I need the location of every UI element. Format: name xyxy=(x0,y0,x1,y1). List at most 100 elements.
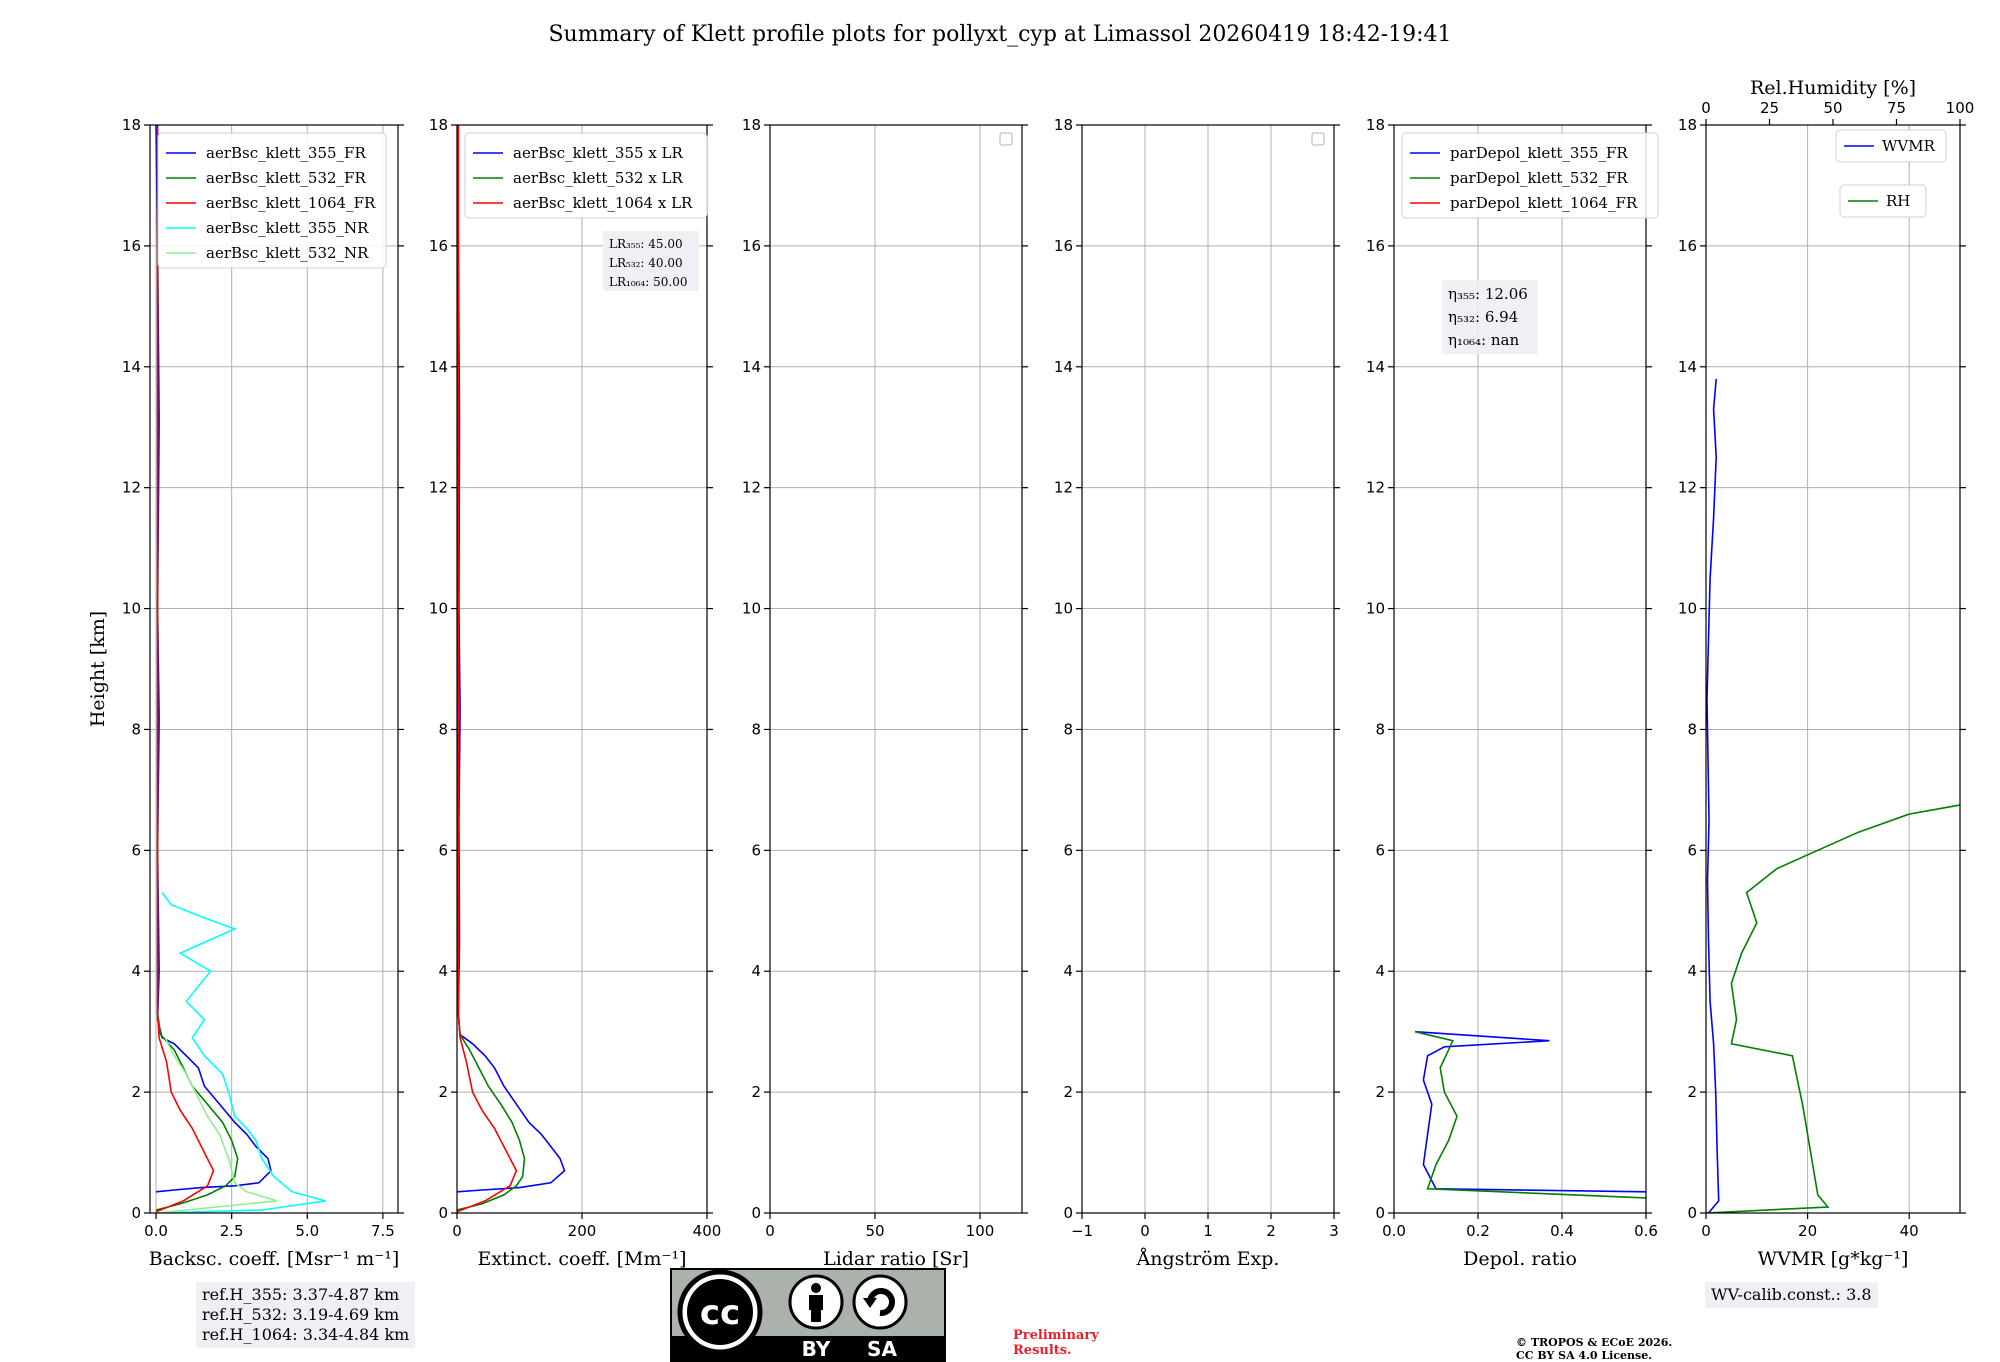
y-tick-label: 4 xyxy=(131,962,141,980)
y-tick-label: 14 xyxy=(742,358,761,376)
x-tick-label: 2.5 xyxy=(220,1222,244,1240)
series-line-aerBsc_klett_532_NR xyxy=(155,1037,278,1213)
axes-frame xyxy=(1705,124,1961,1214)
y-tick-label: 18 xyxy=(1366,116,1385,134)
y-tick-label: 10 xyxy=(1366,600,1385,618)
x-tick-label: −1 xyxy=(1071,1222,1093,1240)
y-tick-label: 8 xyxy=(1063,720,1073,738)
y-tick-label: 0 xyxy=(1063,1204,1073,1222)
y-tick-label: 2 xyxy=(751,1083,761,1101)
legend-entry: WVMR xyxy=(1882,137,1936,155)
empty-legend-box xyxy=(1311,132,1325,146)
series-line-WVMR xyxy=(1706,378,1720,1213)
top-x-tick-label: 75 xyxy=(1887,99,1906,117)
y-tick-label: 18 xyxy=(429,116,448,134)
legend-box xyxy=(157,132,387,269)
series-group xyxy=(155,125,326,1213)
legend: aerBsc_klett_355_FR aerBsc_klett_532_FRae… xyxy=(157,132,387,269)
copyright-line-1: © TROPOS & ECoE 2026. xyxy=(1516,1336,1673,1349)
series-line-aerBsc_klett_355_FR xyxy=(155,125,272,1193)
eta-annotation: η₅₃₂: 6.94 xyxy=(1448,308,1518,326)
y-tick-label: 8 xyxy=(131,720,141,738)
x-tick-label: 0 xyxy=(1140,1222,1150,1240)
legend: WVMR RH xyxy=(1835,129,1947,218)
y-tick-label: 10 xyxy=(122,600,141,618)
y-tick-label: 6 xyxy=(1375,841,1385,859)
preliminary-note: Preliminary Results. xyxy=(1013,1328,1099,1358)
y-tick-label: 8 xyxy=(751,720,761,738)
y-tick-label: 12 xyxy=(122,479,141,497)
ref-heights-box: ref.H_355: 3.37-4.87 km ref.H_532: 3.19-… xyxy=(196,1282,416,1348)
x-tick-label: 1 xyxy=(1203,1222,1213,1240)
lr-annotation: LR₃₅₅: 45.00 xyxy=(609,237,683,251)
eta-annotation-box xyxy=(1442,280,1538,354)
lr-annotation-box xyxy=(603,231,699,291)
y-tick-label: 2 xyxy=(1687,1083,1697,1101)
axes-frame xyxy=(149,124,399,1214)
copyright-line-2: CC BY SA 4.0 License. xyxy=(1516,1349,1653,1362)
figure-title: Summary of Klett profile plots for polly… xyxy=(548,22,1452,47)
y-tick-label: 6 xyxy=(751,841,761,859)
y-tick-label: 6 xyxy=(1687,841,1697,859)
lr-annotation: LR₁₀₆₄: 50.00 xyxy=(609,275,687,289)
y-tick-label: 0 xyxy=(751,1204,761,1222)
legend-entry: parDepol_klett_532_FR xyxy=(1450,169,1628,187)
x-tick-label: 20 xyxy=(1798,1222,1817,1240)
y-tick-label: 18 xyxy=(1054,116,1073,134)
ref-height-1064: ref.H_1064: 3.34-4.84 km xyxy=(202,1325,410,1344)
series-line-aerBsc_klett_1064 x LR xyxy=(457,125,518,1213)
y-tick-label: 14 xyxy=(1678,358,1697,376)
x-tick-label: 5.0 xyxy=(295,1222,319,1240)
legend: parDepol_klett_355_FR parDepol_klett_532_… xyxy=(1401,132,1659,219)
preliminary-line-2: Results. xyxy=(1013,1343,1072,1358)
eta-annotation: η₁₀₆₄: nan xyxy=(1448,331,1519,349)
lr-annotation: LR₅₃₂: 40.00 xyxy=(609,256,683,270)
axes-frame xyxy=(1393,124,1647,1214)
y-tick-label: 16 xyxy=(1054,237,1073,255)
eta-annotation: η₃₅₅: 12.06 xyxy=(1448,285,1528,303)
ref-height-532: ref.H_532: 3.19-4.69 km xyxy=(202,1305,400,1324)
y-tick-label: 12 xyxy=(1366,479,1385,497)
legend-entry: aerBsc_klett_1064 x LR xyxy=(513,194,693,212)
y-tick-label: 16 xyxy=(742,237,761,255)
y-tick-label: 4 xyxy=(438,962,448,980)
y-tick-label: 12 xyxy=(429,479,448,497)
x-tick-label: 0 xyxy=(1701,1222,1711,1240)
y-tick-label: 4 xyxy=(1687,962,1697,980)
x-tick-label: 200 xyxy=(568,1222,597,1240)
top-x-tick-label: 100 xyxy=(1946,99,1975,117)
y-tick-label: 14 xyxy=(1366,358,1385,376)
wv-calib-box: WV-calib.const.: 3.8 xyxy=(1705,1282,1878,1308)
y-tick-label: 18 xyxy=(122,116,141,134)
legend-entry: aerBsc_klett_532 x LR xyxy=(513,169,684,187)
y-tick-label: 2 xyxy=(438,1083,448,1101)
y-tick-label: 16 xyxy=(429,237,448,255)
y-tick-label: 0 xyxy=(438,1204,448,1222)
series-line-RH xyxy=(1706,804,1960,1213)
x-tick-label: 0.2 xyxy=(1466,1222,1490,1240)
legend-box-wvmr xyxy=(1835,129,1947,163)
series-line-parDepol_klett_355_FR xyxy=(1414,1030,1646,1193)
legend-entry: RH xyxy=(1886,192,1910,210)
y-tick-label: 8 xyxy=(438,720,448,738)
y-tick-label: 8 xyxy=(1687,720,1697,738)
series-group xyxy=(457,125,566,1213)
y-tick-label: 14 xyxy=(122,358,141,376)
y-tick-label: 18 xyxy=(1678,116,1697,134)
x-axis-label: Backsc. coeff. [Msr⁻¹ m⁻¹] xyxy=(149,1248,400,1270)
series-group xyxy=(1706,378,1960,1213)
series-line-aerBsc_klett_1064_FR xyxy=(155,125,215,1213)
copyright-note: © TROPOS & ECoE 2026. CC BY SA 4.0 Licen… xyxy=(1516,1336,1672,1362)
series-group xyxy=(1414,1030,1646,1199)
x-tick-label: 100 xyxy=(966,1222,995,1240)
x-axis-label: Extinct. coeff. [Mm⁻¹] xyxy=(477,1248,686,1270)
x-tick-label: 0.0 xyxy=(1382,1222,1406,1240)
top-x-tick-label: 25 xyxy=(1760,99,1779,117)
y-tick-label: 16 xyxy=(122,237,141,255)
legend-entry: aerBsc_klett_355_FR xyxy=(206,144,366,162)
legend-entry: parDepol_klett_355_FR xyxy=(1450,144,1628,162)
legend-entry: aerBsc_klett_355_NR xyxy=(206,219,369,237)
y-axis-label: Height [km] xyxy=(87,611,109,727)
y-tick-label: 12 xyxy=(1678,479,1697,497)
